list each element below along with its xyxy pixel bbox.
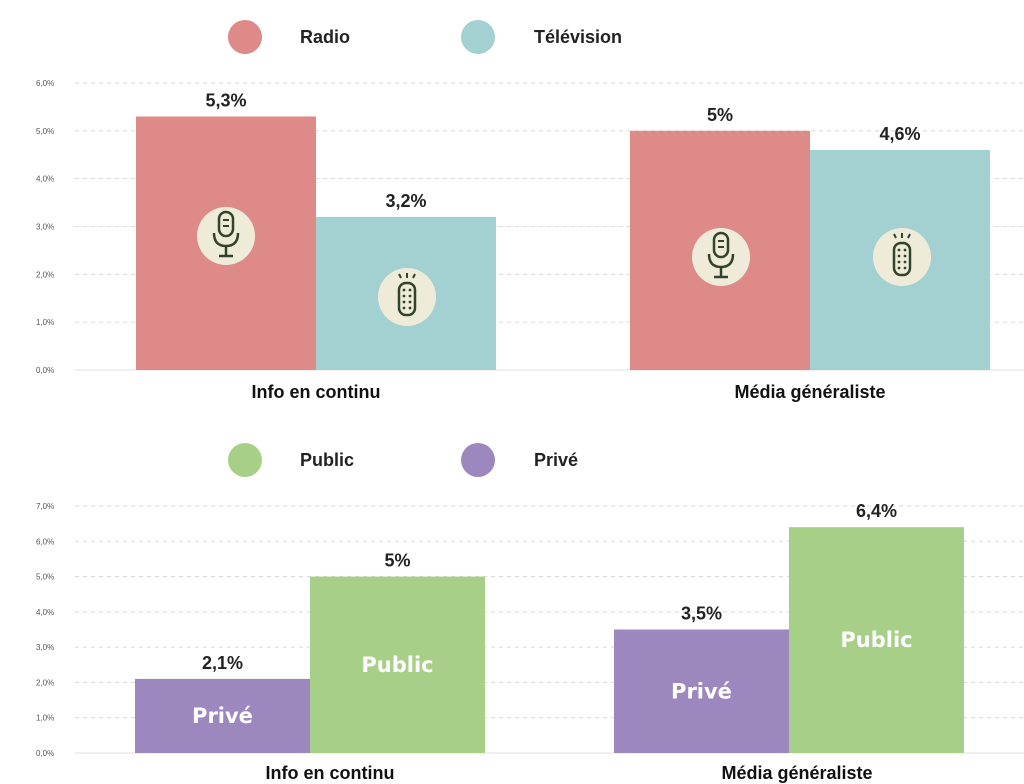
remote-control-icon (378, 268, 436, 326)
y-tick-label: 6,0% (36, 79, 54, 88)
legend-swatch-radio (228, 20, 262, 54)
legend-swatch-public (228, 443, 262, 477)
bar-value-label: 2,1% (202, 653, 243, 673)
y-tick-label: 0,0% (36, 366, 54, 375)
y-tick-label: 2,0% (36, 270, 54, 279)
bar-prive (135, 678, 310, 753)
bar-public (310, 576, 485, 753)
y-tick-label: 2,0% (36, 678, 54, 687)
bar-value-label: 5% (384, 551, 410, 571)
microphone-icon (692, 228, 750, 286)
bar-inner-label: Privé (671, 679, 732, 703)
bar-inner-label: Public (361, 653, 433, 677)
y-tick-label: 3,0% (36, 643, 54, 652)
y-tick-label: 1,0% (36, 714, 54, 723)
bar-inner-label: Privé (192, 704, 253, 728)
y-tick-label: 5,0% (36, 573, 54, 582)
legend-swatch-prive (461, 443, 495, 477)
category-label: Média généraliste (734, 382, 885, 402)
category-label: Info en continu (266, 763, 395, 783)
bar-value-label: 3,5% (681, 604, 722, 624)
bar-prive (614, 629, 789, 753)
y-tick-label: 3,0% (36, 223, 54, 232)
category-label: Média généraliste (721, 763, 872, 783)
legend-swatch-television (461, 20, 495, 54)
legend-label: Télévision (534, 27, 622, 47)
y-tick-label: 4,0% (36, 608, 54, 617)
bar-value-label: 6,4% (856, 501, 897, 521)
category-label: Info en continu (252, 382, 381, 402)
y-tick-label: 6,0% (36, 537, 54, 546)
bar-value-label: 4,6% (879, 124, 920, 144)
legend-label: Privé (534, 450, 578, 470)
microphone-icon (197, 207, 255, 265)
remote-control-icon (873, 228, 931, 286)
bar-public (789, 527, 964, 753)
y-tick-label: 5,0% (36, 127, 54, 136)
bar-inner-label: Public (840, 628, 912, 652)
y-tick-label: 4,0% (36, 175, 54, 184)
y-tick-label: 7,0% (36, 502, 54, 511)
bar-value-label: 3,2% (385, 191, 426, 211)
y-tick-label: 0,0% (36, 749, 54, 758)
bar-value-label: 5% (707, 105, 733, 125)
bar-value-label: 5,3% (205, 90, 246, 110)
legend-label: Radio (300, 27, 350, 47)
chart-1: Radio Télévision 0,0% 1,0% 2,0% 3,0% 4,0% 5,0% 6… (36, 20, 1024, 402)
legend-label: Public (300, 450, 354, 470)
y-tick-label: 1,0% (36, 318, 54, 327)
chart-2: Public Privé 0,0% 1,0% 2,0% 3,0% 4,0% 5,0% 6,0% 7… (36, 443, 1024, 783)
